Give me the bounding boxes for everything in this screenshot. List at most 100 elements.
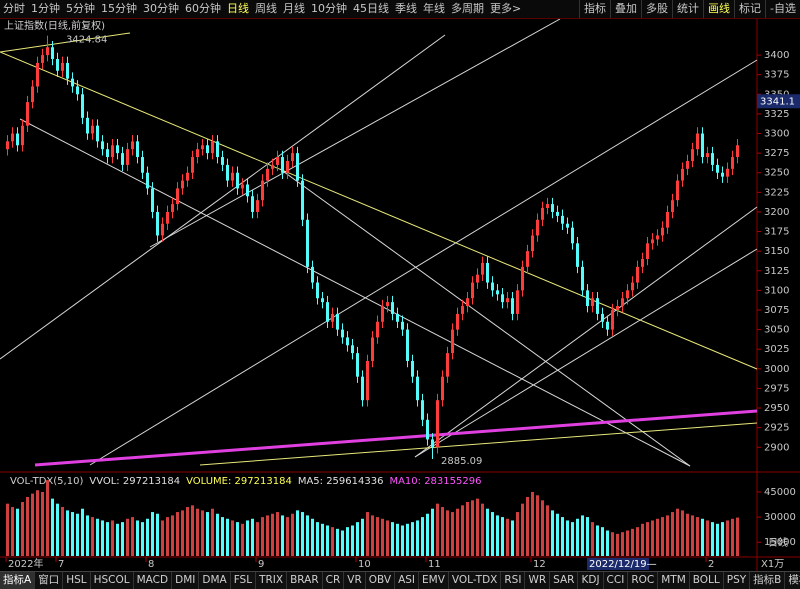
candle-body: [51, 47, 54, 60]
tool-button[interactable]: 标记: [734, 0, 765, 18]
period-tab[interactable]: 5分钟: [66, 2, 95, 15]
indicator-tab[interactable]: 指标A: [0, 572, 36, 589]
volume-bar: [306, 515, 309, 556]
y-tick-label: 3325: [764, 109, 789, 120]
candle-body: [251, 196, 254, 212]
period-tab[interactable]: 月线: [283, 2, 305, 15]
period-tab[interactable]: 日线: [227, 2, 249, 15]
candle-body: [536, 219, 539, 236]
period-tab[interactable]: 15分钟: [101, 2, 137, 15]
indicator-tab[interactable]: EMV: [419, 572, 449, 589]
volume-bar: [566, 520, 569, 556]
volume-bar: [296, 510, 299, 556]
tool-button[interactable]: 指标: [579, 0, 610, 18]
volume-bar: [321, 523, 324, 556]
candle-body: [566, 223, 569, 228]
indicator-tab[interactable]: 指标B: [750, 572, 786, 589]
indicator-tab[interactable]: BRAR: [287, 572, 323, 589]
volume-bar: [171, 515, 174, 556]
y-tick-label: 3100: [764, 285, 789, 296]
indicator-tab[interactable]: ASI: [395, 572, 420, 589]
indicator-tab[interactable]: SAR: [550, 572, 579, 589]
period-tab[interactable]: 1分钟: [31, 2, 60, 15]
tool-button[interactable]: 统计: [672, 0, 703, 18]
candle-body: [171, 204, 174, 212]
period-tab[interactable]: 分时: [3, 2, 25, 15]
volume-unit: X1万: [761, 559, 784, 570]
indicator-tab[interactable]: DMI: [172, 572, 200, 589]
period-tab[interactable]: 多周期: [451, 2, 484, 15]
indicator-tab[interactable]: DMA: [199, 572, 231, 589]
indicator-tab[interactable]: HSL: [63, 572, 91, 589]
indicator-tab[interactable]: VR: [344, 572, 366, 589]
candle-body: [421, 400, 424, 420]
indicator-tab[interactable]: KDJ: [578, 572, 604, 589]
period-tab[interactable]: 更多>: [490, 2, 522, 15]
volume-bar: [311, 518, 314, 556]
volume-bar: [436, 503, 439, 556]
indicator-tab[interactable]: BOLL: [690, 572, 724, 589]
volume-bar: [331, 527, 334, 556]
candle-body: [196, 149, 199, 158]
period-tab[interactable]: 周线: [255, 2, 277, 15]
indicator-tab[interactable]: 模板: [785, 572, 800, 589]
candle-body: [446, 353, 449, 377]
tool-button[interactable]: 画线: [703, 0, 734, 18]
volume-bar: [726, 520, 729, 556]
tool-button[interactable]: 多股: [641, 0, 672, 18]
volume-bar: [381, 518, 384, 556]
indicator-tab[interactable]: OBV: [366, 572, 396, 589]
tool-button[interactable]: -自选: [765, 0, 800, 18]
y-tick-label: 3250: [764, 168, 789, 179]
period-tab[interactable]: 30分钟: [143, 2, 179, 15]
candle-body: [501, 294, 504, 303]
indicator-tab[interactable]: CCI: [604, 572, 629, 589]
volume-bar: [476, 498, 479, 556]
period-tab[interactable]: 60分钟: [185, 2, 221, 15]
indicator-tab[interactable]: 窗口: [35, 572, 64, 589]
candle-body: [6, 141, 9, 150]
volume-bar: [291, 513, 294, 556]
volume-bar: [41, 491, 44, 556]
candle-body: [496, 290, 499, 295]
volume-bar: [186, 507, 189, 556]
period-tab[interactable]: 年线: [423, 2, 445, 15]
indicator-tab[interactable]: ROC: [628, 572, 659, 589]
trend-lines: [0, 19, 758, 467]
period-tab[interactable]: 季线: [395, 2, 417, 15]
volume-bar: [706, 520, 709, 556]
indicator-tab[interactable]: CR: [323, 572, 345, 589]
candle-body: [186, 172, 189, 181]
indicator-tab[interactable]: VOL-TDX: [449, 572, 502, 589]
indicator-tab[interactable]: TRIX: [256, 572, 288, 589]
volume-bar: [676, 508, 679, 556]
period-tab[interactable]: 45日线: [353, 2, 389, 15]
candle-body: [41, 55, 44, 63]
volume-bar: [701, 518, 704, 556]
candle-body: [116, 145, 119, 154]
volume-bar: [286, 517, 289, 556]
candle-body: [391, 302, 394, 314]
indicator-tab[interactable]: FSL: [231, 572, 257, 589]
indicator-tab[interactable]: WR: [525, 572, 551, 589]
candle-body: [76, 86, 79, 95]
indicator-tab[interactable]: HSCOL: [91, 572, 134, 589]
candle-body: [221, 157, 224, 165]
period-tab[interactable]: 10分钟: [311, 2, 347, 15]
indicator-tab[interactable]: RSI: [501, 572, 526, 589]
volume-bar: [136, 520, 139, 556]
candle-body: [686, 160, 689, 169]
volume-bar: [711, 522, 714, 556]
tool-button[interactable]: 叠加: [610, 0, 641, 18]
volume-bar: [66, 510, 69, 556]
trend-line: [0, 34, 446, 360]
volume-bar: [531, 491, 534, 556]
indicator-tab[interactable]: PSY: [724, 572, 751, 589]
indicator-tab[interactable]: MTM: [658, 572, 690, 589]
y-tick-label: 3025: [764, 344, 789, 355]
candle-body: [26, 102, 29, 126]
indicator-tab[interactable]: MACD: [134, 572, 173, 589]
y-tick-label: 3200: [764, 207, 789, 218]
tool-buttons: 指标 叠加 多股 统计 画线 标记 -自选: [579, 0, 800, 18]
candle-body: [466, 298, 469, 307]
